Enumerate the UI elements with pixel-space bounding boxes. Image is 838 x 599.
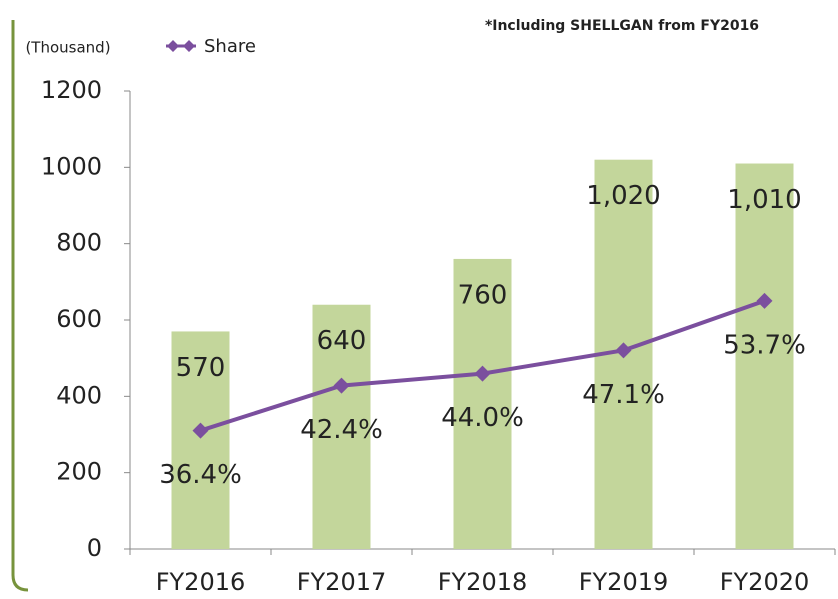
bar-value-label: 1,010 xyxy=(727,185,801,215)
bar-value-label: 640 xyxy=(317,326,367,356)
legend-label: Share xyxy=(204,36,256,57)
bar xyxy=(735,163,794,549)
bar-value-label: 570 xyxy=(176,353,226,383)
y-tick-label: 800 xyxy=(56,229,102,257)
x-tick-label: FY2017 xyxy=(297,568,387,596)
bar xyxy=(171,331,230,549)
share-value-label: 47.1% xyxy=(582,380,665,410)
share-value-label: 44.0% xyxy=(441,403,524,433)
x-tick-label: FY2020 xyxy=(720,568,810,596)
frame-border xyxy=(11,20,29,592)
y-tick-label: 200 xyxy=(56,458,102,486)
x-tick-label: FY2016 xyxy=(156,568,246,596)
legend-marker xyxy=(167,40,195,52)
share-marker xyxy=(474,365,491,382)
x-tick-label: FY2019 xyxy=(579,568,669,596)
y-tick-label: 600 xyxy=(56,305,102,333)
y-tick-label: 0 xyxy=(87,534,102,562)
share-marker xyxy=(192,422,209,439)
share-marker xyxy=(756,292,773,309)
bar xyxy=(453,258,512,549)
y-axis-label: (Thousand) xyxy=(25,39,110,57)
share-marker xyxy=(615,342,632,359)
share-value-label: 53.7% xyxy=(723,330,806,360)
x-tick-label: FY2018 xyxy=(438,568,528,596)
bar xyxy=(312,304,371,549)
share-marker xyxy=(333,377,350,394)
y-tick-label: 1200 xyxy=(41,76,102,104)
annotation: *Including SHELLGAN from FY2016 xyxy=(485,18,759,34)
bar-value-label: 760 xyxy=(458,280,508,310)
bar-value-label: 1,020 xyxy=(586,181,660,211)
share-value-label: 42.4% xyxy=(300,415,383,445)
y-tick-label: 1000 xyxy=(41,152,102,180)
y-tick-label: 400 xyxy=(56,381,102,409)
share-value-label: 36.4% xyxy=(159,460,242,490)
